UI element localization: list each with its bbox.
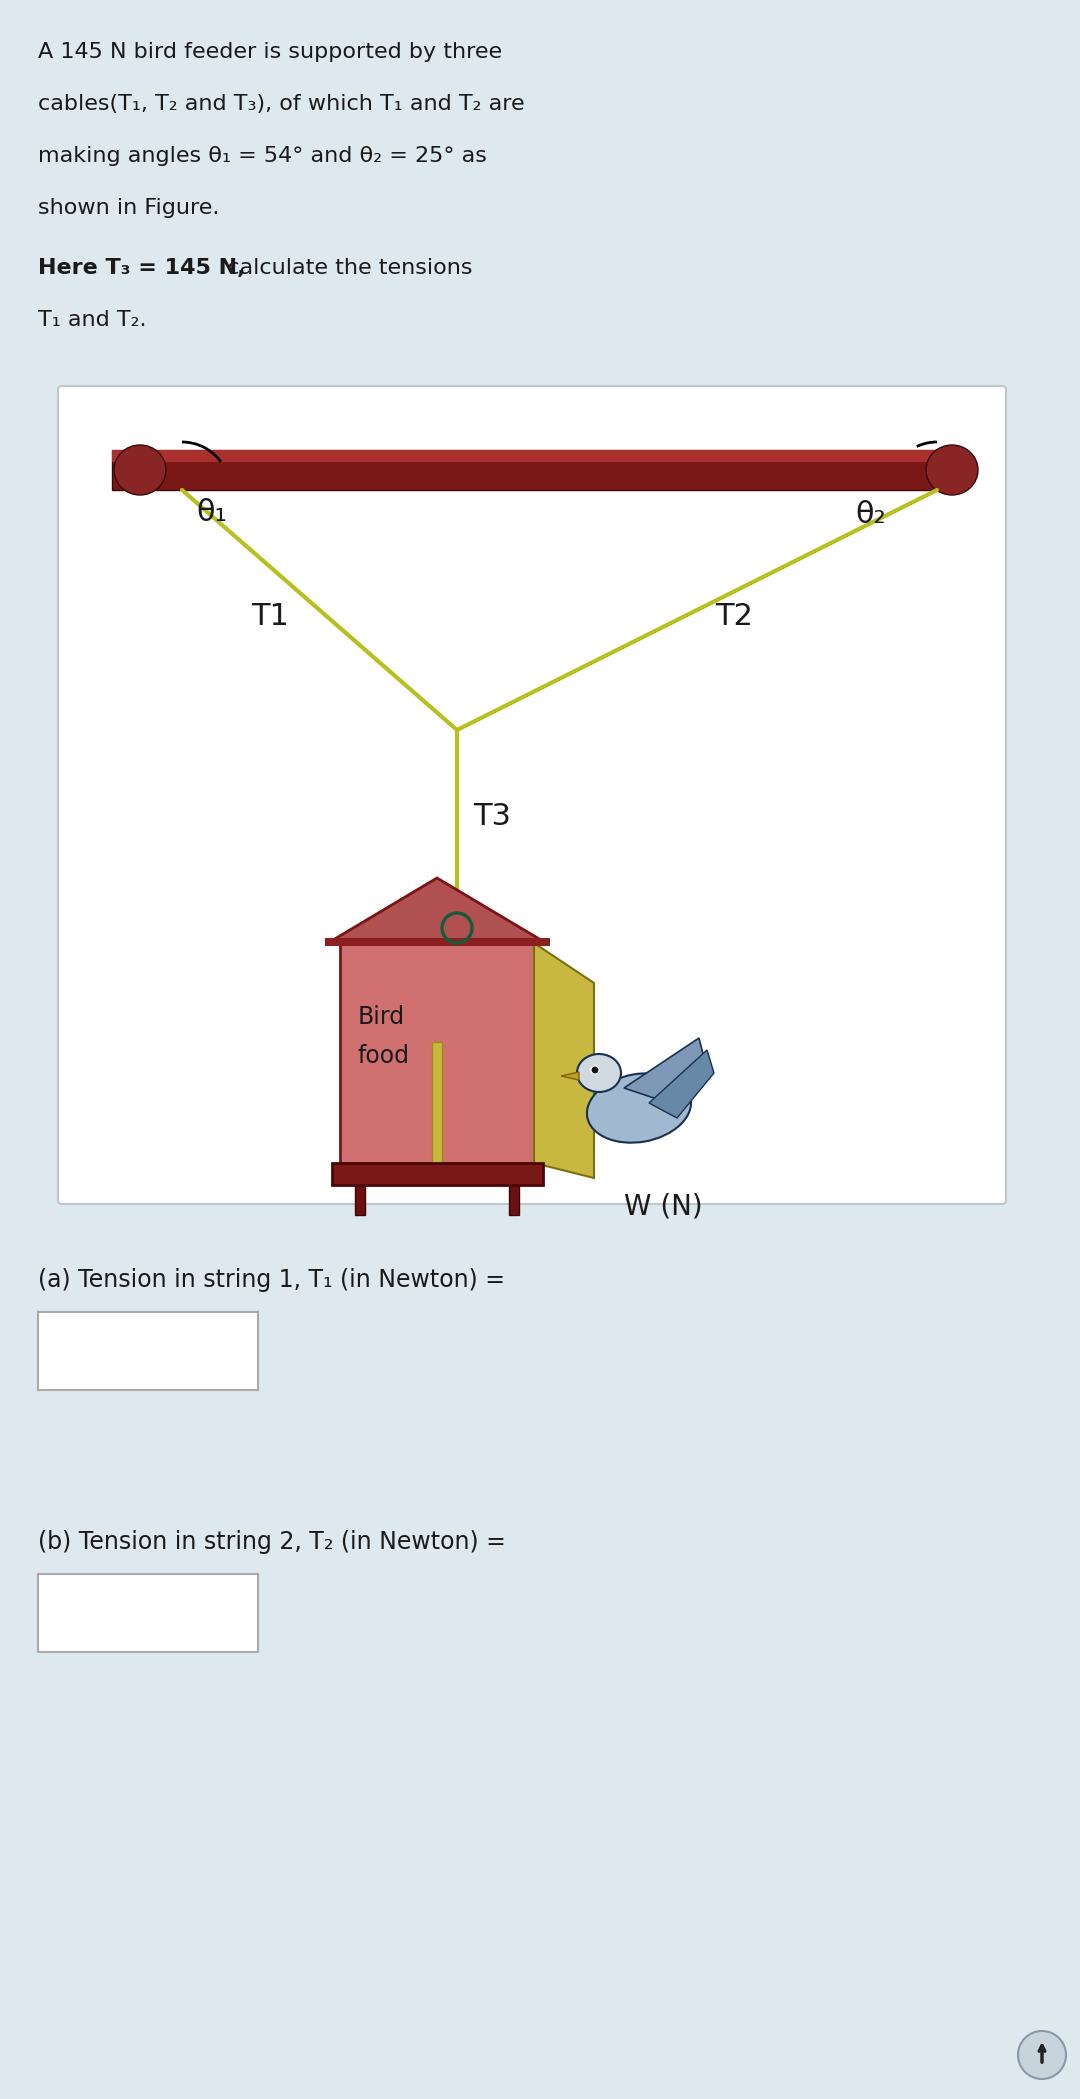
FancyBboxPatch shape xyxy=(58,386,1005,1205)
Text: T1: T1 xyxy=(252,602,289,632)
Text: cables(T₁, T₂ and T₃), of which T₁ and T₂ are: cables(T₁, T₂ and T₃), of which T₁ and T… xyxy=(38,94,525,113)
Text: calculate the tensions: calculate the tensions xyxy=(213,258,473,277)
FancyBboxPatch shape xyxy=(340,942,535,1163)
Polygon shape xyxy=(649,1050,714,1119)
FancyBboxPatch shape xyxy=(38,1574,258,1652)
Polygon shape xyxy=(624,1039,708,1102)
Polygon shape xyxy=(328,877,546,942)
Ellipse shape xyxy=(114,445,166,495)
Text: T3: T3 xyxy=(473,802,511,831)
FancyBboxPatch shape xyxy=(355,1186,365,1215)
Text: shown in Figure.: shown in Figure. xyxy=(38,197,219,218)
FancyBboxPatch shape xyxy=(38,1312,258,1390)
Text: A 145 N bird feeder is supported by three: A 145 N bird feeder is supported by thre… xyxy=(38,42,502,63)
FancyBboxPatch shape xyxy=(112,449,951,462)
Polygon shape xyxy=(534,942,594,1178)
Text: θ₂: θ₂ xyxy=(855,500,886,529)
Circle shape xyxy=(1018,2032,1066,2078)
Text: (a) Tension in string 1, T₁ (in Newton) =: (a) Tension in string 1, T₁ (in Newton) … xyxy=(38,1268,505,1293)
Text: θ₁: θ₁ xyxy=(195,497,227,527)
Ellipse shape xyxy=(577,1054,621,1091)
Polygon shape xyxy=(561,1073,579,1081)
Text: Bird: Bird xyxy=(357,1005,405,1029)
Ellipse shape xyxy=(586,1073,691,1142)
Circle shape xyxy=(591,1066,599,1075)
FancyBboxPatch shape xyxy=(112,449,951,489)
Text: W (N): W (N) xyxy=(624,1192,703,1222)
Text: (b) Tension in string 2, T₂ (in Newton) =: (b) Tension in string 2, T₂ (in Newton) … xyxy=(38,1530,505,1553)
Text: food: food xyxy=(357,1043,410,1068)
Text: making angles θ₁ = 54° and θ₂ = 25° as: making angles θ₁ = 54° and θ₂ = 25° as xyxy=(38,147,487,166)
FancyBboxPatch shape xyxy=(332,1163,543,1186)
Ellipse shape xyxy=(926,445,978,495)
FancyBboxPatch shape xyxy=(509,1186,519,1215)
Text: T₁ and T₂.: T₁ and T₂. xyxy=(38,311,147,330)
Text: T2: T2 xyxy=(715,602,753,632)
FancyBboxPatch shape xyxy=(432,1041,442,1163)
Text: Here T₃ = 145 N,: Here T₃ = 145 N, xyxy=(38,258,245,277)
FancyBboxPatch shape xyxy=(325,938,550,947)
